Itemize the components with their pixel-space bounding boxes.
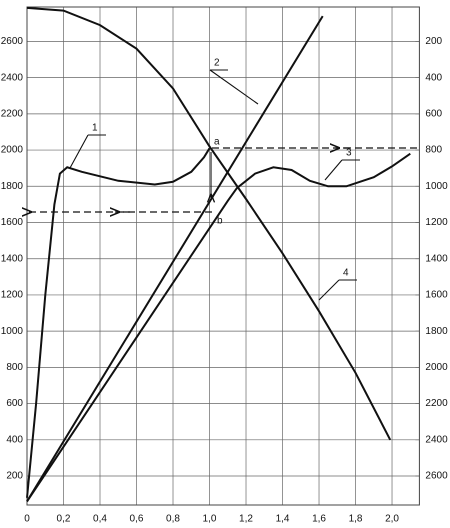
x-tick-label: 0,4 (93, 514, 107, 525)
x-tick-label: 0,2 (57, 514, 71, 525)
y-tick-label: 2600 (1, 36, 24, 47)
y2-tick-label: 1600 (425, 290, 448, 301)
point-label: a (214, 137, 220, 148)
y2-tick-label: 200 (425, 36, 442, 47)
x-tick-label: 1,0 (203, 514, 217, 525)
y-tick-label: 2000 (1, 145, 24, 156)
x-tick-label: 0 (24, 514, 30, 525)
y-tick-label: 400 (6, 434, 23, 445)
leader-line (318, 279, 340, 301)
y2-tick-label: 800 (425, 145, 442, 156)
leader-line (69, 134, 89, 169)
leader-line (324, 159, 343, 181)
series-line (26, 147, 211, 498)
x-tick-label: 0,6 (130, 514, 144, 525)
y2-tick-label: 2200 (425, 398, 448, 409)
series-label: 3 (346, 148, 352, 159)
x-tick-label: 0,8 (166, 514, 180, 525)
series-line (26, 152, 411, 502)
leader-line (209, 69, 259, 105)
series-line (26, 6, 392, 441)
y2-tick-label: 2000 (425, 362, 448, 373)
plot-frame (26, 6, 420, 506)
y2-tick-label: 400 (425, 72, 442, 83)
y2-tick-label: 1200 (425, 217, 448, 228)
series-label: 4 (343, 268, 349, 279)
y-tick-label: 1200 (1, 290, 24, 301)
x-tick-label: 2,0 (385, 514, 399, 525)
y2-tick-label: 600 (425, 108, 442, 119)
y-tick-label: 1000 (1, 326, 24, 337)
y-tick-label: 1600 (1, 217, 24, 228)
y-tick-label: 200 (6, 471, 23, 482)
y-tick-label: 1400 (1, 253, 24, 264)
y-tick-label: 2200 (1, 108, 24, 119)
y-tick-label: 2400 (1, 72, 24, 83)
series-label: 1 (92, 123, 98, 134)
y-tick-label: 600 (6, 398, 23, 409)
x-tick-label: 1,4 (276, 514, 290, 525)
point-label: b (217, 216, 223, 227)
y-tick-label: 800 (6, 362, 23, 373)
series-line (26, 15, 324, 502)
x-tick-label: 1,6 (312, 514, 326, 525)
series-label: 2 (214, 58, 220, 69)
x-tick-label: 1,8 (349, 514, 363, 525)
y2-tick-label: 2400 (425, 434, 448, 445)
y-tick-label: 1800 (1, 181, 24, 192)
y2-tick-label: 1400 (425, 253, 448, 264)
x-tick-label: 1,2 (239, 514, 253, 525)
y2-tick-label: 1000 (425, 181, 448, 192)
y2-tick-label: 1800 (425, 326, 448, 337)
y2-tick-label: 2600 (425, 471, 448, 482)
